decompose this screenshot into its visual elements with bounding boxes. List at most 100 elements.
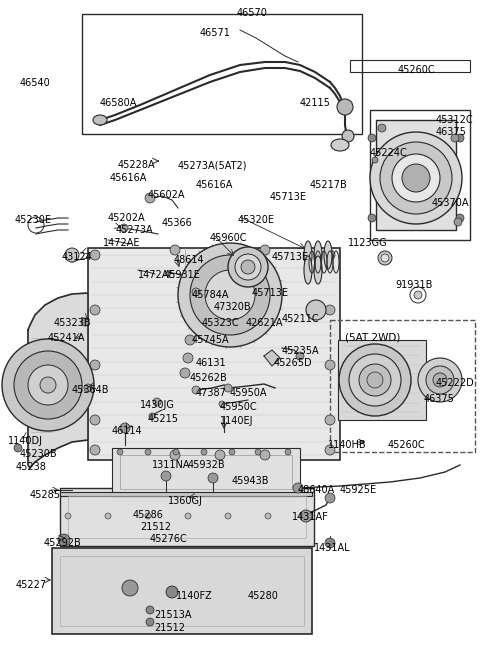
Circle shape [120,423,130,433]
Bar [60,556,304,626]
Bar [60,492,312,496]
Text: 45925E: 45925E [340,485,377,495]
Text: 1431AL: 1431AL [314,543,350,553]
Circle shape [149,413,155,419]
Circle shape [381,254,389,262]
Circle shape [342,130,354,142]
Circle shape [219,401,225,407]
Circle shape [90,445,100,455]
Circle shape [90,415,100,425]
Text: 45211C: 45211C [282,314,320,324]
Text: 45227: 45227 [16,580,47,590]
Text: 47387: 47387 [196,388,227,398]
Circle shape [325,360,335,370]
Text: 45217B: 45217B [310,180,348,190]
Circle shape [185,335,195,345]
Circle shape [325,250,335,260]
Circle shape [325,538,335,548]
Ellipse shape [93,115,107,125]
Bar [376,120,456,230]
Circle shape [105,513,111,519]
Circle shape [306,300,326,320]
Text: 45616A: 45616A [110,173,147,183]
Circle shape [170,450,180,460]
Circle shape [372,157,378,163]
Circle shape [255,449,261,455]
Circle shape [145,193,155,203]
Circle shape [2,339,94,431]
Text: 45931E: 45931E [164,270,201,280]
Text: 45950C: 45950C [220,402,258,412]
Text: 91931B: 91931B [395,280,432,290]
Circle shape [368,134,376,142]
Text: 46570: 46570 [237,8,267,18]
Text: 45292B: 45292B [44,538,82,548]
Circle shape [418,358,462,402]
Text: 46540: 46540 [20,78,51,88]
Circle shape [146,618,154,626]
Circle shape [180,368,190,378]
Text: 21512: 21512 [140,522,171,532]
Text: 42115: 42115 [300,98,331,108]
Circle shape [426,366,454,394]
Text: 48614: 48614 [174,255,204,265]
Circle shape [325,415,335,425]
Text: 45228A: 45228A [118,160,156,170]
Text: 48640A: 48640A [298,485,335,495]
Circle shape [260,450,270,460]
Circle shape [228,247,268,287]
Bar [88,248,340,460]
Text: 46580A: 46580A [100,98,137,108]
Text: 45202A: 45202A [108,213,145,223]
Ellipse shape [331,139,349,151]
Circle shape [224,384,232,392]
Text: 45745A: 45745A [192,335,229,345]
Circle shape [117,449,123,455]
Text: 45370A: 45370A [432,198,469,208]
Text: 1140DJ: 1140DJ [8,436,43,446]
Bar [338,340,426,420]
Text: 45273A(5AT2): 45273A(5AT2) [178,160,248,170]
Circle shape [122,580,138,596]
Text: 1430JG: 1430JG [140,400,175,410]
Circle shape [349,354,401,406]
Circle shape [170,245,180,255]
Circle shape [205,270,255,320]
Circle shape [368,214,376,222]
Circle shape [145,449,151,455]
Bar [112,448,300,496]
Text: 1140EJ: 1140EJ [220,416,253,426]
Circle shape [325,305,335,315]
Circle shape [153,398,161,406]
Circle shape [65,248,79,262]
Circle shape [90,305,100,315]
Text: 1311NA: 1311NA [152,460,191,470]
Text: 46131: 46131 [196,358,227,368]
Text: 1360GJ: 1360GJ [168,496,203,506]
Text: 45602A: 45602A [148,190,185,200]
Circle shape [146,606,154,614]
Circle shape [300,510,312,522]
Circle shape [173,449,179,455]
Circle shape [378,124,386,132]
Text: 45276C: 45276C [150,534,188,544]
Text: 45366: 45366 [162,218,193,228]
Text: 45280: 45280 [248,591,279,601]
Circle shape [90,250,100,260]
Circle shape [402,164,430,192]
Text: 45286: 45286 [133,510,164,520]
Circle shape [325,445,335,455]
Text: 45224C: 45224C [370,148,408,158]
Bar [120,455,292,489]
Circle shape [380,142,452,214]
Circle shape [166,586,178,598]
Circle shape [65,513,71,519]
Text: 45312C: 45312C [436,115,474,125]
Text: 45265D: 45265D [274,358,312,368]
Circle shape [225,513,231,519]
Circle shape [161,471,171,481]
Circle shape [192,386,200,394]
Text: 43124: 43124 [62,252,93,262]
Circle shape [359,364,391,396]
Text: (5AT 2WD): (5AT 2WD) [345,333,400,343]
